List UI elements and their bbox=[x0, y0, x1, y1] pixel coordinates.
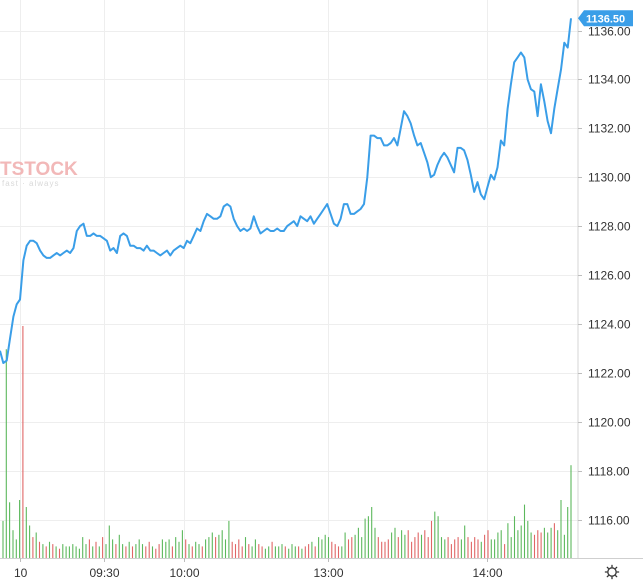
last-price-label-bg bbox=[578, 10, 633, 27]
x-tick-label: 09:30 bbox=[89, 566, 119, 580]
y-tick-label: 1126.00 bbox=[588, 269, 631, 283]
x-tick-label: 13:00 bbox=[313, 566, 343, 580]
x-tick-label: 10 bbox=[14, 566, 28, 580]
x-axis-ticks: 10 09:30 10:00 13:00 14:00 bbox=[14, 558, 503, 580]
y-tick-label: 1134.00 bbox=[588, 73, 631, 87]
volume-bars bbox=[2, 326, 572, 558]
y-tick-label: 1122.00 bbox=[588, 367, 631, 381]
y-tick-label: 1128.00 bbox=[588, 220, 631, 234]
last-price-label: 1136.50 bbox=[578, 10, 633, 27]
y-tick-label: 1120.00 bbox=[588, 416, 631, 430]
watermark-logo: TSTOCK fast · always bbox=[0, 159, 78, 188]
price-line-layer bbox=[0, 18, 572, 364]
y-tick-label: 1130.00 bbox=[588, 171, 631, 185]
watermark-tagline: fast · always bbox=[2, 179, 59, 188]
y-tick-label: 1116.00 bbox=[588, 514, 630, 528]
y-tick-label: 1118.00 bbox=[588, 465, 630, 479]
y-tick-label: 1136.00 bbox=[588, 25, 631, 39]
y-tick-label: 1132.00 bbox=[588, 122, 631, 136]
last-price-value: 1136.50 bbox=[586, 13, 625, 25]
watermark-brand: TSTOCK bbox=[0, 159, 78, 180]
y-axis-ticks: 1116.00 1118.00 1120.00 1122.00 1124.00 1126.… bbox=[578, 25, 631, 528]
x-tick-label: 10:00 bbox=[169, 566, 199, 580]
gear-icon[interactable] bbox=[604, 564, 620, 580]
y-tick-label: 1124.00 bbox=[588, 318, 631, 332]
x-tick-label: 14:00 bbox=[472, 566, 502, 580]
grid-layer bbox=[0, 0, 578, 558]
price-series-line bbox=[0, 18, 572, 364]
